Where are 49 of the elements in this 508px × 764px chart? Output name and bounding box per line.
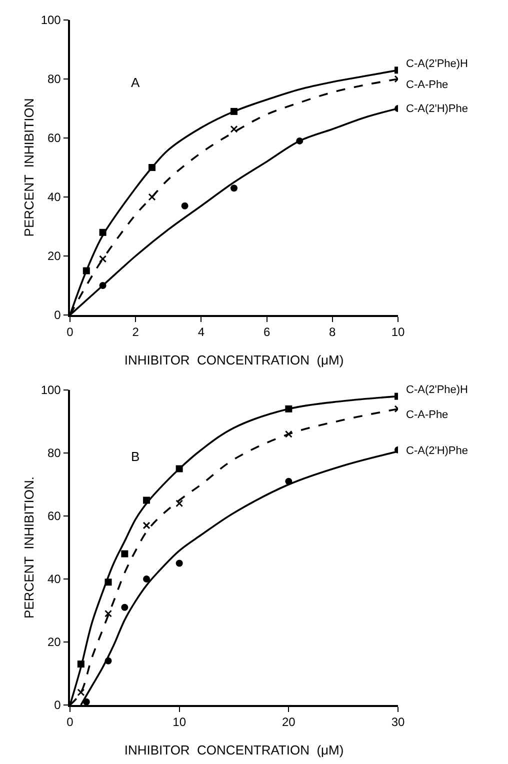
x-tick-label: 30 xyxy=(391,715,405,730)
x-tick-label: 0 xyxy=(66,325,74,340)
y-tick-label: 100 xyxy=(40,13,62,28)
series-label: C-A-Phe xyxy=(406,79,448,91)
annotation: A xyxy=(131,75,140,90)
y-tick-label: 60 xyxy=(47,509,62,524)
y-tick-label: 100 xyxy=(40,383,62,398)
point xyxy=(121,604,128,611)
series-label: C-A(2'Phe)H xyxy=(406,58,468,70)
series-label: C-A(2'H)Phe xyxy=(406,445,468,457)
x-tick-label: 6 xyxy=(263,325,270,340)
y-tick-label: 60 xyxy=(47,131,62,146)
point xyxy=(121,550,128,558)
point xyxy=(142,522,150,530)
y-tick-label: 20 xyxy=(47,635,62,650)
x-tick-label: 20 xyxy=(282,715,296,730)
x-tick-label: 10 xyxy=(172,715,186,730)
x-tick-label: 10 xyxy=(391,325,405,340)
y-axis-title: PERCENT INHIBITION. xyxy=(22,476,36,619)
point xyxy=(148,193,156,201)
series-label: C-A(2'H)Phe xyxy=(406,103,468,115)
point xyxy=(284,430,292,438)
y-tick-label: 40 xyxy=(47,190,62,204)
x-tick-label: 0 xyxy=(66,715,74,730)
point xyxy=(230,184,238,192)
y-tick-label: 0 xyxy=(54,698,62,712)
x-tick-label: 2 xyxy=(132,325,140,340)
series-label: C-A(2'Phe)H xyxy=(406,384,468,396)
y-axis-title: PERCENT INHIBITION xyxy=(22,98,36,237)
series-label: C-A-Phe xyxy=(406,409,448,421)
y-tick-label: 20 xyxy=(47,249,62,264)
x-axis-title: INHIBITOR CONCENTRATION (μM) xyxy=(124,742,344,758)
point xyxy=(230,125,238,133)
point xyxy=(176,500,184,508)
x-tick-label: 8 xyxy=(329,325,336,340)
x-tick-label: 4 xyxy=(198,325,205,340)
y-tick-label: 80 xyxy=(47,446,62,460)
y-tick-label: 40 xyxy=(47,572,62,586)
x-axis-title: INHIBITOR CONCENTRATION (μM) xyxy=(124,352,344,368)
point xyxy=(176,560,183,567)
point xyxy=(104,610,112,618)
point xyxy=(82,698,90,705)
point xyxy=(143,576,150,582)
point xyxy=(99,255,107,263)
point xyxy=(181,202,188,210)
point xyxy=(77,688,85,696)
y-tick-label: 0 xyxy=(54,308,62,322)
annotation: B xyxy=(131,449,140,464)
y-tick-label: 80 xyxy=(47,72,62,86)
